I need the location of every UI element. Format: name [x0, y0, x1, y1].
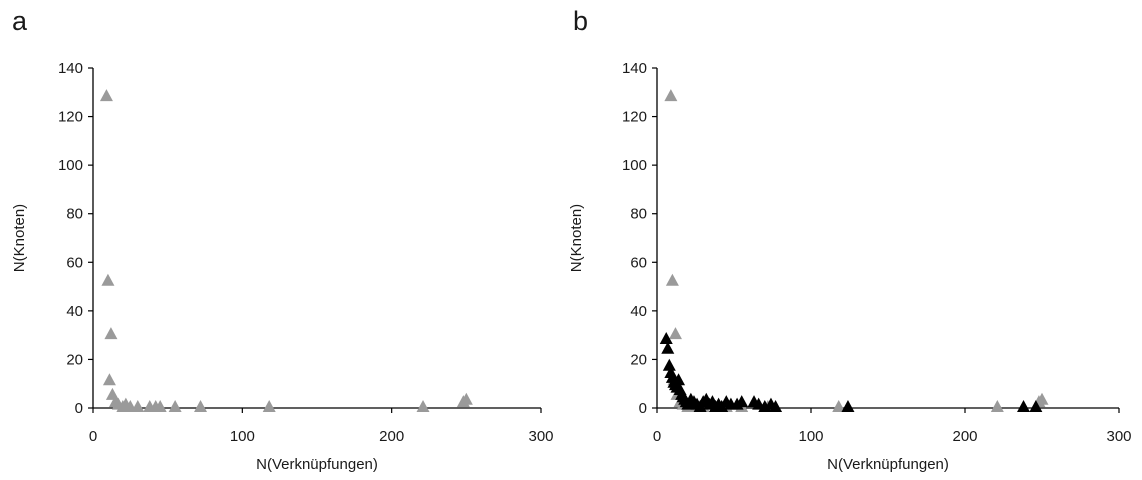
y-tick-label: 80: [630, 206, 647, 223]
data-point-black: [1017, 400, 1031, 412]
y-tick-label: 140: [622, 60, 647, 77]
y-tick-label: 20: [630, 351, 647, 368]
y-tick-label: 120: [622, 109, 647, 126]
panel-label-a: a: [12, 6, 28, 36]
x-tick-label: 300: [528, 428, 553, 445]
data-point-gray: [665, 273, 679, 286]
y-tick-label: 60: [66, 254, 83, 271]
data-point-black: [662, 358, 676, 371]
data-point-black: [672, 373, 686, 386]
panel-label-b: b: [573, 6, 589, 36]
y-tick-label: 60: [630, 254, 647, 271]
data-point-gray: [262, 400, 276, 412]
y-tick-label: 0: [75, 400, 83, 417]
data-point-gray: [1035, 392, 1049, 405]
y-axis-label: N(Knoten): [11, 204, 28, 272]
x-tick-label: 100: [230, 428, 255, 445]
y-tick-label: 120: [58, 109, 83, 126]
y-tick-label: 140: [58, 60, 83, 77]
data-point-black: [841, 400, 855, 412]
y-axis-label: N(Knoten): [568, 204, 585, 272]
x-tick-label: 100: [798, 428, 823, 445]
data-point-gray: [416, 400, 430, 412]
data-point-gray: [459, 392, 473, 405]
x-tick-label: 0: [89, 428, 97, 445]
x-tick-label: 0: [653, 428, 661, 445]
y-tick-label: 40: [66, 303, 83, 320]
y-tick-label: 100: [58, 157, 83, 174]
data-point-gray: [99, 89, 113, 102]
data-point-black: [1029, 400, 1043, 412]
x-tick-label: 300: [1106, 428, 1131, 445]
data-point-gray: [153, 400, 167, 412]
y-tick-label: 100: [622, 157, 647, 174]
y-tick-label: 40: [630, 303, 647, 320]
x-axis-label: N(Verknüpfungen): [256, 456, 378, 473]
data-point-black: [661, 341, 675, 354]
data-point-gray: [990, 400, 1004, 412]
data-point-gray: [102, 373, 116, 386]
x-axis-label: N(Verknüpfungen): [827, 456, 949, 473]
y-tick-label: 0: [639, 400, 647, 417]
data-point-black: [735, 395, 749, 408]
x-tick-label: 200: [379, 428, 404, 445]
data-point-gray: [104, 327, 118, 340]
scatter-chart-b: 0 20 40 60 80 100 120 140 0 100 200 300 N(Verknüpfun…: [568, 60, 1132, 473]
x-tick-label: 200: [952, 428, 977, 445]
y-tick-label: 80: [66, 206, 83, 223]
data-point-gray: [101, 273, 115, 286]
data-point-gray: [194, 400, 208, 412]
data-point-gray: [168, 400, 182, 412]
scatter-panel-b: b 0 20 40 60 80 100 120 140 0 100 200 300 N(Verknüpf…: [568, 0, 1142, 480]
data-point-black: [769, 400, 783, 412]
scatter-panel-a: a 0 20 40 60 80 100 120 140 0 100 200 300 N(Verknüpf…: [11, 6, 554, 474]
scatter-chart-a: 0 20 40 60 80 100 120 140 0 100 200 300 N(Verknüpfun…: [11, 60, 554, 473]
y-tick-label: 20: [66, 351, 83, 368]
data-point-black: [659, 332, 673, 344]
data-point-gray: [832, 400, 846, 412]
data-point-gray: [664, 89, 678, 102]
data-point-gray: [668, 327, 682, 340]
data-point-gray: [131, 400, 145, 412]
